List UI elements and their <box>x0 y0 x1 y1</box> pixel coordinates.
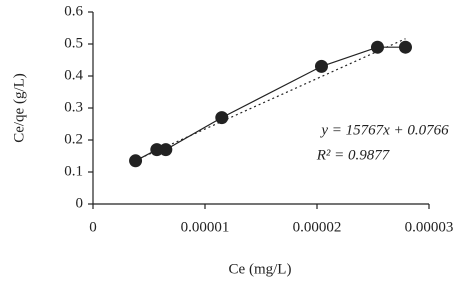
data-line <box>135 46 406 162</box>
data-point <box>398 40 412 54</box>
equation: y = 15767x + 0.0766 <box>319 122 449 138</box>
y-tick-label: 0.6 <box>64 3 83 19</box>
y-tick-label: 0 <box>76 195 84 211</box>
x-axis-label: Ce (mg/L) <box>229 261 292 277</box>
y-tick-label: 0.3 <box>64 99 83 115</box>
data-point <box>129 154 143 168</box>
y-axis-label: Ce/qe (g/L) <box>11 73 27 143</box>
x-tick-label: 0.00003 <box>405 219 454 235</box>
y-tick-label: 0.2 <box>64 131 83 147</box>
data-point <box>215 111 229 125</box>
trendline <box>135 38 406 161</box>
x-tick-label: 0 <box>89 219 97 235</box>
x-tick-label: 0.00002 <box>293 219 342 235</box>
r-squared: R² = 0.9877 <box>316 147 391 163</box>
data-point <box>159 143 173 157</box>
data-point <box>370 40 384 54</box>
data-point <box>150 143 164 157</box>
data-point <box>314 59 328 73</box>
y-tick-label: 0.4 <box>64 67 83 83</box>
y-tick-label: 0.5 <box>64 35 83 51</box>
y-tick-label: 0.1 <box>64 163 83 179</box>
x-tick-label: 0.00001 <box>181 219 230 235</box>
